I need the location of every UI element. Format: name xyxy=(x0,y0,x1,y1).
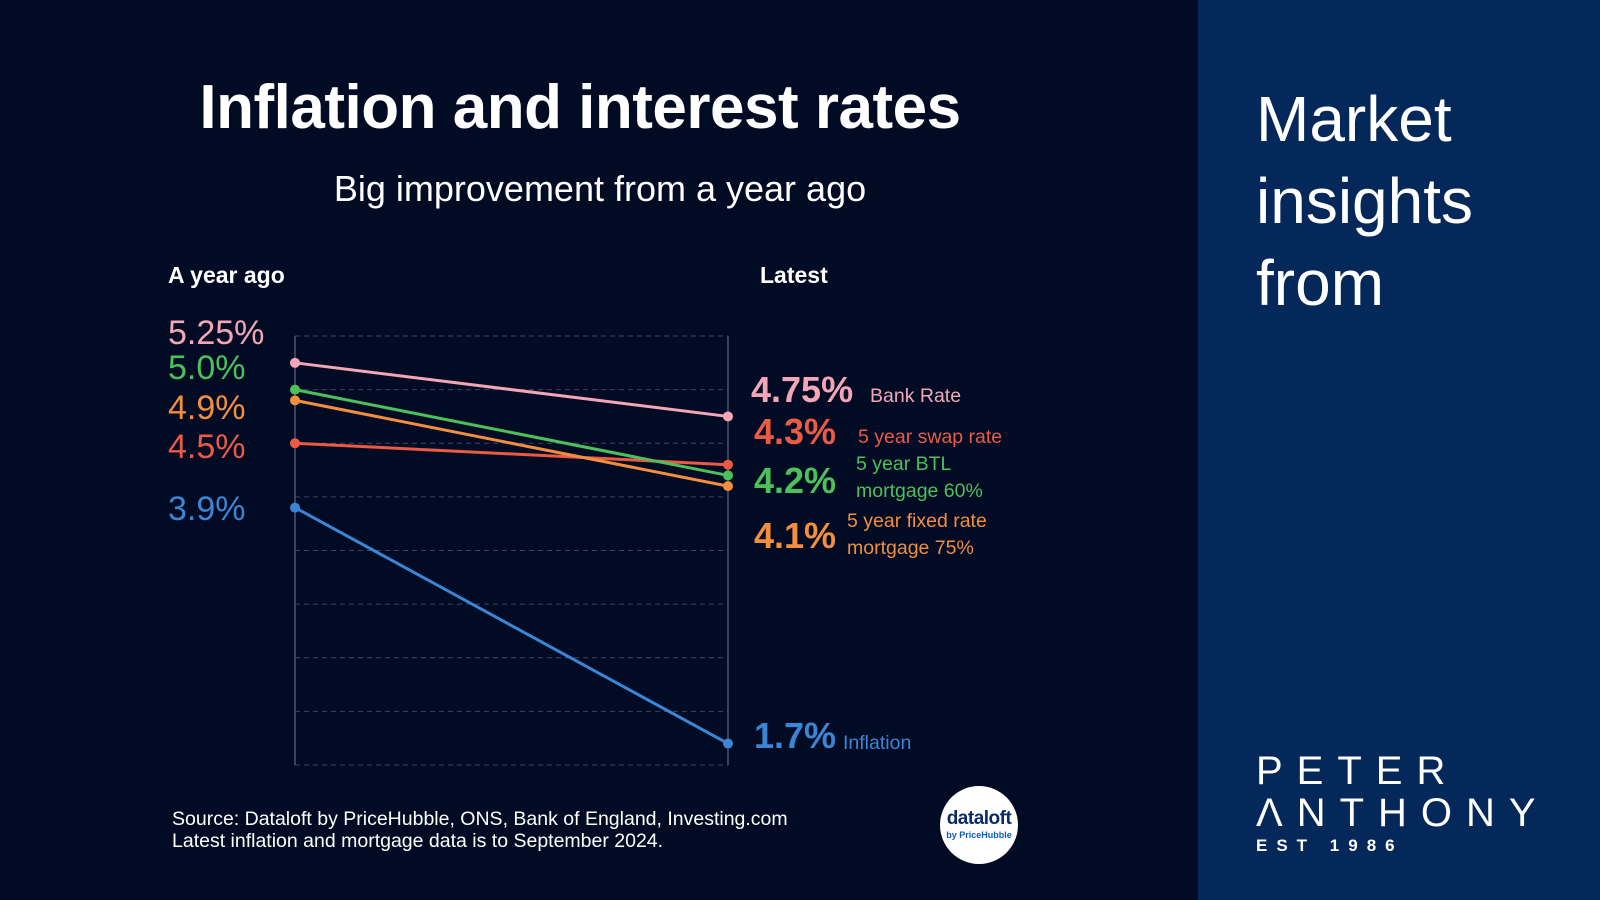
series-line-0 xyxy=(294,361,729,418)
dataloft-logo-main: dataloft xyxy=(946,808,1012,829)
point-start-1 xyxy=(290,438,300,449)
series-name-label-3: mortgage 75% xyxy=(847,537,974,559)
series-line-4 xyxy=(294,506,729,745)
series-name-label-0: Bank Rate xyxy=(870,385,961,407)
insights-line-2: insights xyxy=(1256,165,1473,237)
insights-line-1: Market xyxy=(1256,83,1452,155)
start-value-label-3: 4.9% xyxy=(168,389,246,427)
sidebar-panel xyxy=(1198,0,1600,900)
point-end-1 xyxy=(723,459,733,470)
end-value-label-2: 4.2% xyxy=(754,460,836,501)
series-line-2 xyxy=(294,388,729,477)
start-value-label-1: 4.5% xyxy=(168,428,246,466)
point-start-3 xyxy=(290,395,300,406)
start-value-label-4: 3.9% xyxy=(168,490,246,528)
dataloft-logo: dataloft by PriceHubble xyxy=(940,786,1018,864)
dataloft-logo-sub: by PriceHubble xyxy=(946,830,1012,840)
rates-slope-chart: 5.25% 4.75% Bank Rate 4.5% 4.3% 5 year swap r… xyxy=(168,314,1002,766)
insights-line-3: from xyxy=(1256,247,1384,319)
start-value-label-2: 5.0% xyxy=(168,349,246,387)
peter-anthony-logo: PETER ΛNTHONY EST 1986 xyxy=(1256,750,1550,856)
point-end-4 xyxy=(723,738,733,749)
market-insights-heading: Market insights from xyxy=(1256,78,1473,324)
series-name-label-4: Inflation xyxy=(843,732,911,754)
series-name-label-3: 5 year fixed rate xyxy=(847,510,987,532)
series-name-label-2: 5 year BTL xyxy=(856,453,952,475)
point-end-3 xyxy=(723,481,733,492)
source-line-2: Latest inflation and mortgage data is to… xyxy=(172,830,664,852)
series-name-label-2: mortgage 60% xyxy=(856,480,983,502)
end-value-label-3: 4.1% xyxy=(754,515,836,556)
point-start-2 xyxy=(290,384,300,395)
column-label-latest: Latest xyxy=(760,262,828,288)
brand-line-1: PETER xyxy=(1256,749,1460,793)
point-start-4 xyxy=(290,502,300,513)
start-value-label-0: 5.25% xyxy=(168,314,264,352)
end-value-label-4: 1.7% xyxy=(754,715,836,756)
end-value-label-0: 4.75% xyxy=(751,369,853,410)
point-end-2 xyxy=(723,470,733,481)
series-name-label-1: 5 year swap rate xyxy=(858,426,1002,448)
end-value-label-1: 4.3% xyxy=(754,411,836,452)
source-note: Source: Dataloft by PriceHubble, ONS, Ba… xyxy=(172,808,788,852)
brand-line-3: EST 1986 xyxy=(1256,836,1404,855)
page-subtitle: Big improvement from a year ago xyxy=(333,168,867,209)
source-line-1: Source: Dataloft by PriceHubble, ONS, Ba… xyxy=(172,808,788,830)
point-end-0 xyxy=(723,411,733,422)
brand-line-2: ΛNTHONY xyxy=(1256,791,1550,835)
page-title: Inflation and interest rates xyxy=(199,73,961,142)
column-label-year-ago: A year ago xyxy=(168,262,285,288)
series-line-3 xyxy=(294,398,729,488)
point-start-0 xyxy=(290,357,300,368)
